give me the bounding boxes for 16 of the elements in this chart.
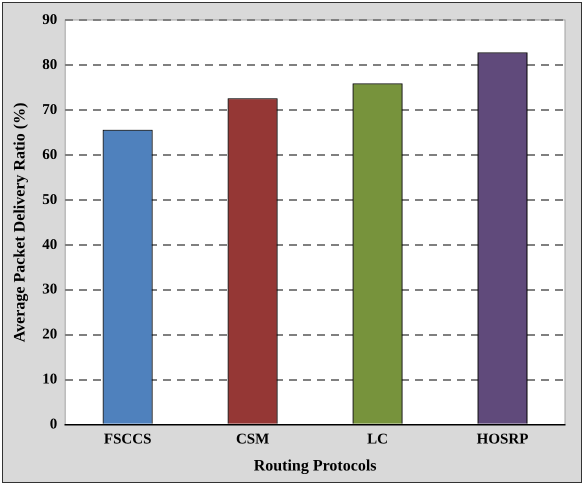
y-tick-label: 40 (42, 236, 58, 253)
y-tick-label: 70 (42, 102, 58, 118)
x-tick-label: FSCCS (104, 432, 152, 448)
y-tick-label: 10 (42, 372, 58, 388)
x-tick-label: HOSRP (476, 432, 528, 448)
x-tick-label: LC (367, 432, 388, 448)
y-tick-label: 90 (42, 12, 58, 28)
x-axis-title: Routing Protocols (254, 458, 377, 475)
y-tick-label: 60 (42, 146, 58, 163)
y-tick-label: 50 (42, 192, 58, 208)
y-tick-label: 30 (42, 282, 58, 298)
x-tick-label: CSM (236, 432, 270, 448)
y-tick-label: 80 (42, 56, 58, 73)
y-axis-title: Average Packet Delivery Ratio (%) (12, 102, 29, 342)
y-tick-label: 20 (42, 326, 58, 343)
y-tick-label: 0 (50, 416, 58, 433)
